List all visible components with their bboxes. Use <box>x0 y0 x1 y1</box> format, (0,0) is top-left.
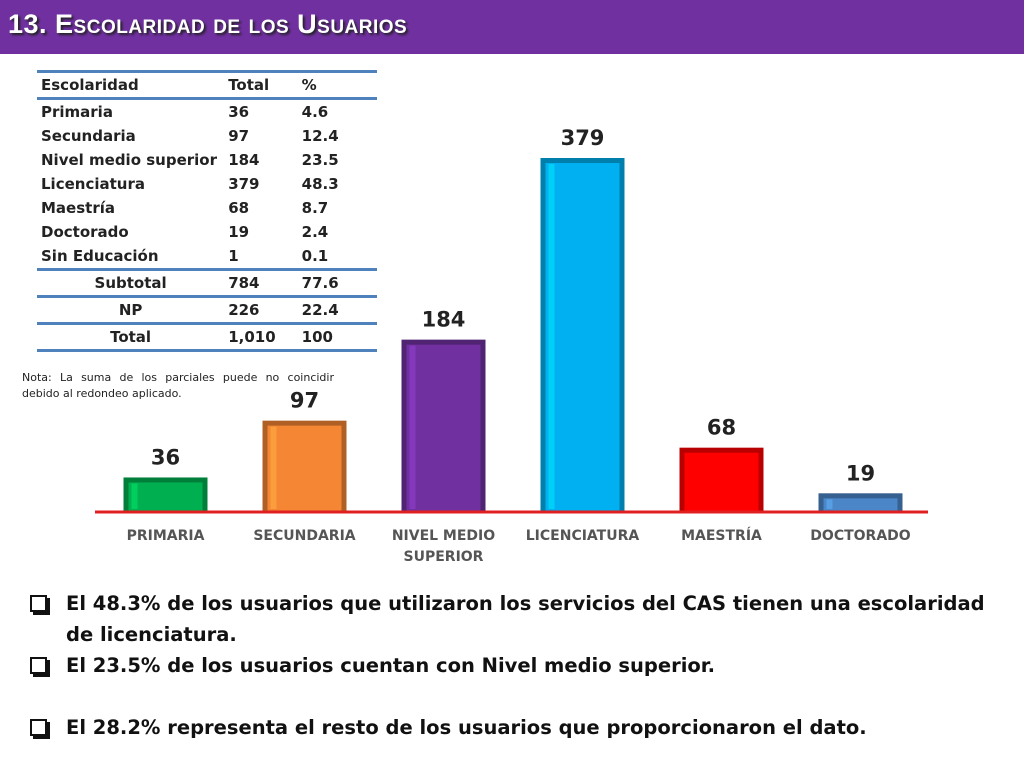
table-cell: 19 <box>228 223 250 241</box>
bullet-text: El 28.2% representa el resto de los usua… <box>66 716 867 739</box>
bullet-text: El 23.5% de los usuarios cuentan con Niv… <box>66 654 716 677</box>
bar-highlight-0 <box>131 483 138 509</box>
checkbox-bullet-icon <box>30 595 47 612</box>
bar-highlight-1 <box>270 426 277 509</box>
table-cell: Primaria <box>41 103 113 121</box>
table-cell: 100 <box>297 322 377 352</box>
bullet-item: El 28.2% representa el resto de los usua… <box>30 712 1010 743</box>
bar-face-1 <box>267 425 342 511</box>
table-row: Doctorado 19 2.4 <box>37 220 377 244</box>
schooling-table-container: Escolaridad Total % Primaria 36 4.6 Secu… <box>37 70 377 352</box>
table-cell: 2.4 <box>301 223 329 241</box>
bar-chart: 36 PRIMARIA 97 SECUNDARIA 184 NIVEL MEDIO SUPE… <box>95 126 928 565</box>
table-row: Nivel medio superior 184 23.5 <box>37 148 377 172</box>
x-tick-label-2-line2: SUPERIOR <box>404 549 484 565</box>
bullet-item: El 23.5% de los usuarios cuentan con Niv… <box>30 650 1010 681</box>
bar-face-4 <box>684 452 759 511</box>
table-cell: 226 <box>224 295 298 325</box>
table-cell: 379 <box>228 175 260 193</box>
checkbox-bullet-icon <box>30 657 47 674</box>
schooling-table: Escolaridad Total % Primaria 36 4.6 Secu… <box>37 70 377 352</box>
np-row: NP 226 22.4 <box>37 295 377 325</box>
checkbox-bullet-icon <box>30 719 47 736</box>
table-cell: 23.5 <box>301 151 339 169</box>
data-label-4: 68 <box>707 416 736 440</box>
table-cell: 68 <box>228 199 250 217</box>
table-cell: Sin Educación <box>41 247 159 265</box>
subtotal-row: Subtotal 784 77.6 <box>37 268 377 298</box>
x-tick-label-2: NIVEL MEDIO <box>392 528 495 544</box>
rounding-note: Nota: La suma de los parciales puede no … <box>22 371 334 400</box>
table-cell: NP <box>37 295 225 325</box>
table-header-cell: Escolaridad <box>37 70 225 100</box>
bar-highlight-5 <box>826 499 833 509</box>
slide-title: 13. Escolaridad de los Usuarios <box>8 9 408 39</box>
table-cell: 12.4 <box>301 127 339 145</box>
table-cell: 4.6 <box>301 103 329 121</box>
table-cell: 0.1 <box>301 247 329 265</box>
bullet-list: El 48.3% de los usuarios que utilizaron … <box>30 588 1010 743</box>
data-label-5: 19 <box>846 461 875 485</box>
data-label-1: 97 <box>290 389 319 413</box>
data-label-3: 379 <box>561 126 605 150</box>
table-cell: 77.6 <box>297 268 377 298</box>
table-cell: Nivel medio superior <box>41 151 217 169</box>
table-cell: 8.7 <box>301 199 329 217</box>
table-cell: 184 <box>228 151 260 169</box>
x-tick-label-5: DOCTORADO <box>810 528 910 544</box>
table-cell: Maestría <box>41 199 115 217</box>
table-cell: 22.4 <box>297 295 377 325</box>
total-row: Total 1,010 100 <box>37 322 377 352</box>
bar-highlight-4 <box>687 453 694 509</box>
table-row: Sin Educación 1 0.1 <box>37 244 377 270</box>
x-tick-label-3: LICENCIATURA <box>526 528 640 544</box>
table-cell: 36 <box>228 103 250 121</box>
table-cell: 1,010 <box>224 322 298 352</box>
table-cell: Secundaria <box>41 127 136 145</box>
bar-face-5 <box>823 498 898 511</box>
x-tick-label-1: SECUNDARIA <box>253 528 355 544</box>
table-row: Maestría 68 8.7 <box>37 196 377 220</box>
data-label-2: 184 <box>422 308 466 332</box>
table-row: Primaria 36 4.6 <box>37 99 377 125</box>
x-tick-label-4: MAESTRÍA <box>681 527 762 544</box>
bar-face-2 <box>406 344 481 511</box>
table-cell: Doctorado <box>41 223 129 241</box>
table-cell: Total <box>37 322 225 352</box>
data-label-0: 36 <box>151 445 180 469</box>
bar-face-0 <box>128 482 203 511</box>
bar-highlight-3 <box>548 164 555 509</box>
table-cell: Licenciatura <box>41 175 145 193</box>
bullet-item: El 48.3% de los usuarios que utilizaron … <box>30 588 1010 650</box>
table-cell: 784 <box>224 268 298 298</box>
x-tick-label-0: PRIMARIA <box>127 528 205 544</box>
bar-face-3 <box>545 163 620 511</box>
table-cell: 48.3 <box>301 175 339 193</box>
bullet-text: El 48.3% de los usuarios que utilizaron … <box>66 592 985 646</box>
bar-highlight-2 <box>409 345 416 509</box>
table-header-row: Escolaridad Total % <box>37 70 377 100</box>
table-cell: 97 <box>228 127 250 145</box>
title-bar: 13. Escolaridad de los Usuarios <box>0 0 1024 54</box>
table-header-cell: Total <box>224 70 298 100</box>
table-cell: Subtotal <box>37 268 225 298</box>
table-row: Secundaria 97 12.4 <box>37 124 377 148</box>
table-row: Licenciatura 379 48.3 <box>37 172 377 196</box>
table-header-cell: % <box>297 70 377 100</box>
table-cell: 1 <box>228 247 239 265</box>
